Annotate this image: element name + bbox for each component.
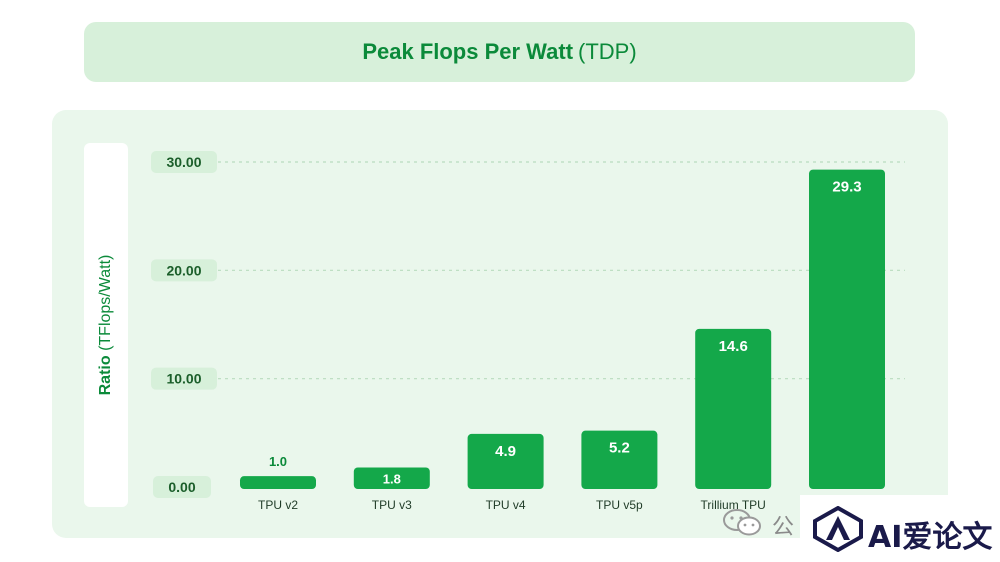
y-tick-badge: [151, 151, 217, 173]
x-tick-label: TPU v5p: [596, 498, 643, 512]
bar: [695, 328, 772, 489]
bar: [581, 430, 658, 489]
ai-logo-icon: [813, 506, 863, 552]
x-tick-label: TPU v4: [486, 498, 526, 512]
bar: [809, 169, 885, 490]
chart-title-suffix: (TDP): [578, 39, 637, 64]
x-tick-label: TPU v2: [258, 498, 298, 512]
y-tick-label: 30.00: [166, 154, 201, 170]
x-tick-label: Trillium TPU: [701, 498, 766, 512]
chart-title-banner: Peak Flops Per Watt (TDP): [84, 22, 915, 82]
chart-title: Peak Flops Per Watt: [362, 39, 574, 64]
bar-data-label: 1.8: [383, 471, 401, 486]
bar-data-label: 1.0: [269, 454, 287, 469]
watermark-brand: AI爱论文: [868, 520, 993, 555]
y-tick-label: 0.00: [168, 479, 195, 495]
y-axis-label-box: [84, 143, 128, 507]
y-tick-badge: [153, 476, 211, 498]
bar-data-label: 4.9: [495, 443, 516, 460]
bar: [353, 467, 430, 489]
watermark-gong-text: 公: [772, 514, 795, 539]
bar-data-label: 14.6: [719, 338, 748, 355]
y-tick-badge: [151, 367, 217, 390]
wechat-icon: [723, 509, 761, 536]
bar-data-label: 5.2: [609, 440, 630, 457]
bar-data-label: 29.3: [832, 179, 861, 196]
bar: [467, 433, 544, 489]
x-tick-label: TPU v3: [372, 498, 412, 512]
y-tick-badge: [151, 259, 217, 282]
bar: [240, 476, 316, 489]
y-tick-label: 20.00: [166, 262, 201, 278]
y-tick-label: 10.00: [166, 371, 201, 387]
